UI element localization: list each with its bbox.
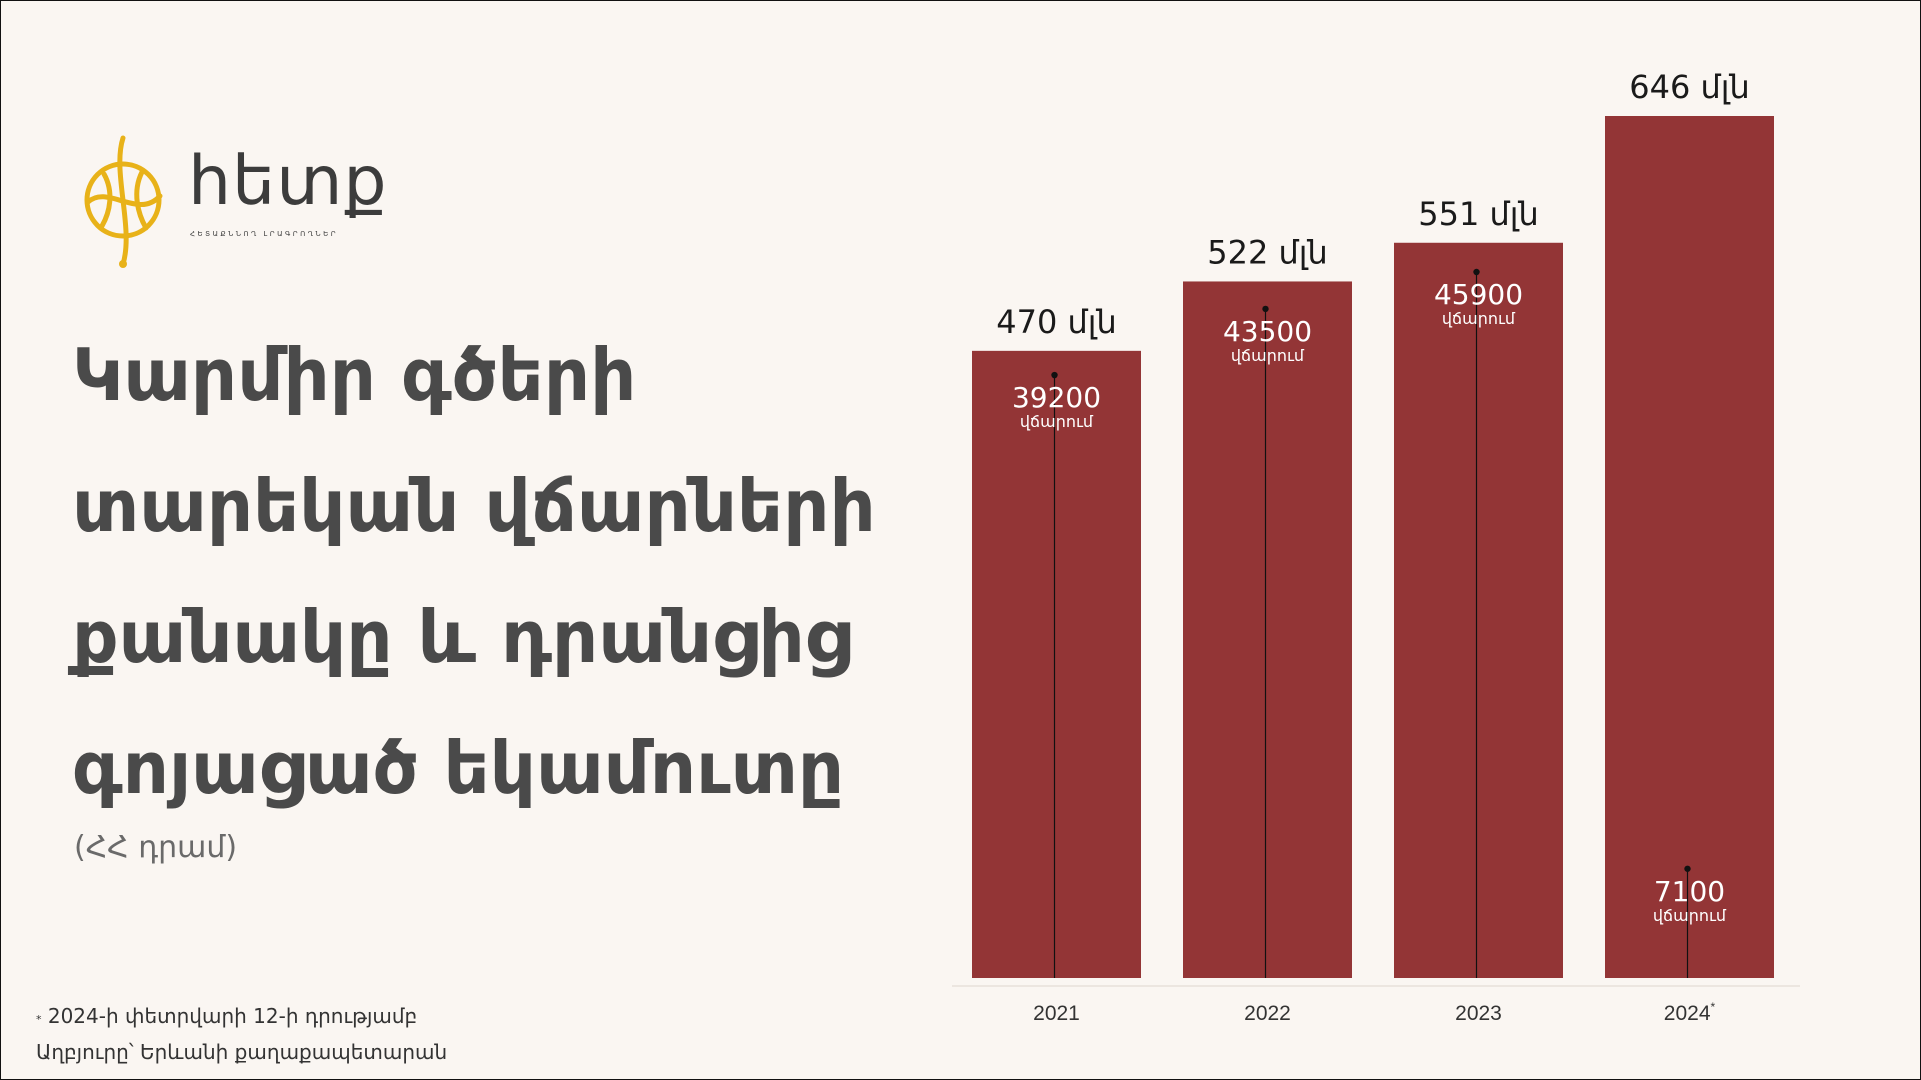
x-tick-mark-2024: * [1711, 1000, 1716, 1014]
x-tick-label-2021: 2021 [1033, 1002, 1080, 1025]
bar-2023 [1394, 242, 1563, 978]
page-title: Կարմիր գծերի տարեկան վճարների քանակը և դ… [72, 333, 876, 810]
x-tick-label-2024: 2024* [1664, 1000, 1716, 1025]
count-unit-2022: վճարում [1231, 346, 1305, 365]
revenue-label-2021: 470 մլն [996, 303, 1117, 341]
count-marker-dot-2024 [1684, 865, 1691, 872]
revenue-label-2022: 522 մլն [1207, 233, 1328, 271]
count-marker-dot-2022 [1262, 305, 1269, 313]
bar-2022 [1183, 281, 1352, 978]
count-value-2023: 45900 [1434, 278, 1523, 311]
x-tick-label-2023: 2023 [1455, 1002, 1502, 1025]
count-marker-dot-2023 [1473, 268, 1480, 276]
revenue-label-2023: 551 մլն [1418, 195, 1539, 233]
footnote-mark: * [36, 1013, 42, 1026]
footnote-note-text: 2024-ի փետրվարի 12-ի դրությամբ [47, 1004, 418, 1028]
count-unit-2024: վճարում [1653, 906, 1727, 925]
revenue-label-2024: 646 մլն [1629, 68, 1750, 106]
logo: հետք ՀԵՏԱՔՆՆՈՂ ԼՐԱԳՐՈՂՆԵՐ [80, 132, 400, 272]
count-value-2021: 39200 [1012, 381, 1101, 414]
count-value-2024: 7100 [1654, 875, 1725, 908]
count-unit-2023: վճարում [1442, 309, 1516, 328]
footnote: * 2024-ի փետրվարի 12-ի դրությամբ Աղբյուր… [36, 998, 447, 1070]
count-marker-dot-2021 [1051, 371, 1058, 379]
count-unit-2021: վճարում [1020, 412, 1094, 431]
footnote-source: Աղբյուրը՝ Երևանի քաղաքապետարան [36, 1040, 448, 1064]
logo-tagline: ՀԵՏԱՔՆՆՈՂ ԼՐԱԳՐՈՂՆԵՐ [190, 230, 339, 238]
logo-emblem-icon [84, 135, 163, 268]
x-tick-label-2022: 2022 [1244, 1002, 1291, 1025]
logo-wordmark: հետք [188, 142, 388, 221]
footnote-note: * 2024-ի փետրվարի 12-ի դրությամբ [36, 998, 447, 1034]
currency-unit: (ՀՀ դրամ) [74, 830, 238, 865]
count-value-2022: 43500 [1223, 315, 1312, 348]
bar-2024 [1605, 116, 1774, 978]
bar-2021 [972, 350, 1141, 979]
